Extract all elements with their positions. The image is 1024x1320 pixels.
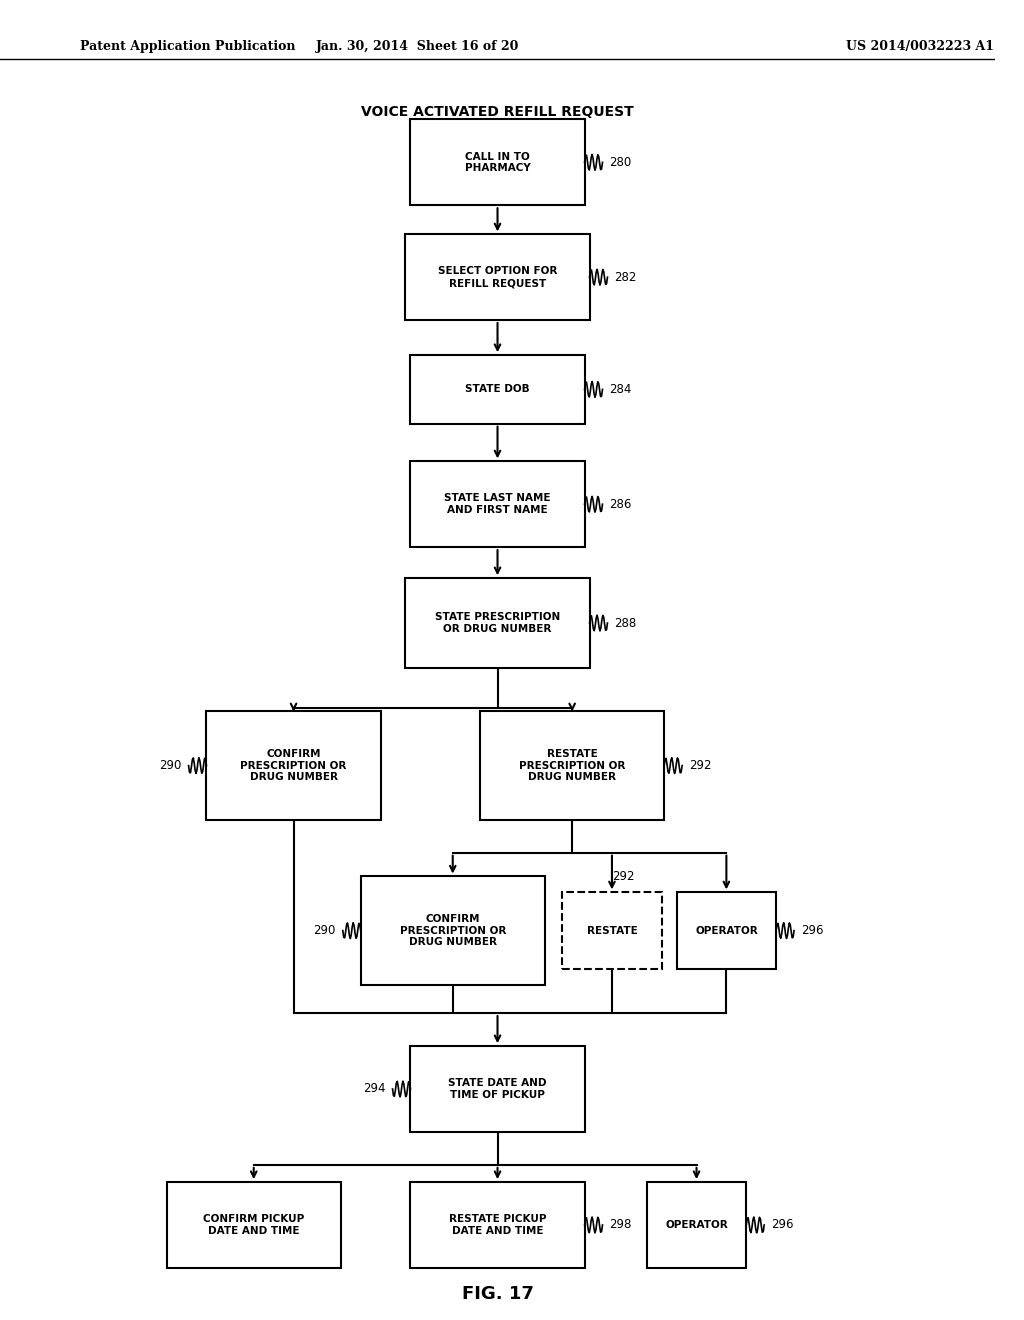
Text: 282: 282 xyxy=(614,271,637,284)
Text: CONFIRM PICKUP
DATE AND TIME: CONFIRM PICKUP DATE AND TIME xyxy=(203,1214,304,1236)
Text: RESTATE: RESTATE xyxy=(587,925,637,936)
Text: RESTATE
PRESCRIPTION OR
DRUG NUMBER: RESTATE PRESCRIPTION OR DRUG NUMBER xyxy=(519,748,626,783)
Text: 280: 280 xyxy=(609,156,632,169)
Text: 284: 284 xyxy=(609,383,632,396)
Bar xyxy=(406,578,590,668)
Bar xyxy=(207,711,381,820)
Text: STATE DATE AND
TIME OF PICKUP: STATE DATE AND TIME OF PICKUP xyxy=(449,1078,547,1100)
Text: CONFIRM
PRESCRIPTION OR
DRUG NUMBER: CONFIRM PRESCRIPTION OR DRUG NUMBER xyxy=(241,748,347,783)
Text: STATE LAST NAME
AND FIRST NAME: STATE LAST NAME AND FIRST NAME xyxy=(444,494,551,515)
Bar xyxy=(360,876,545,985)
Bar xyxy=(562,892,662,969)
Text: Jan. 30, 2014  Sheet 16 of 20: Jan. 30, 2014 Sheet 16 of 20 xyxy=(316,40,519,53)
Text: 296: 296 xyxy=(801,924,823,937)
Bar xyxy=(167,1183,341,1267)
Bar xyxy=(406,235,590,319)
Text: 294: 294 xyxy=(364,1082,386,1096)
Bar xyxy=(411,1183,585,1267)
Text: SELECT OPTION FOR
REFILL REQUEST: SELECT OPTION FOR REFILL REQUEST xyxy=(438,267,557,288)
Text: RESTATE PICKUP
DATE AND TIME: RESTATE PICKUP DATE AND TIME xyxy=(449,1214,546,1236)
Text: VOICE ACTIVATED REFILL REQUEST: VOICE ACTIVATED REFILL REQUEST xyxy=(361,106,634,119)
Text: OPERATOR: OPERATOR xyxy=(666,1220,728,1230)
Text: 292: 292 xyxy=(689,759,712,772)
Text: STATE PRESCRIPTION
OR DRUG NUMBER: STATE PRESCRIPTION OR DRUG NUMBER xyxy=(435,612,560,634)
Bar xyxy=(411,355,585,424)
Text: Patent Application Publication: Patent Application Publication xyxy=(80,40,295,53)
Text: CALL IN TO
PHARMACY: CALL IN TO PHARMACY xyxy=(465,152,530,173)
Text: US 2014/0032223 A1: US 2014/0032223 A1 xyxy=(846,40,993,53)
Text: STATE DOB: STATE DOB xyxy=(465,384,529,395)
Text: CONFIRM
PRESCRIPTION OR
DRUG NUMBER: CONFIRM PRESCRIPTION OR DRUG NUMBER xyxy=(399,913,506,948)
Bar xyxy=(480,711,665,820)
Text: 288: 288 xyxy=(614,616,637,630)
Bar xyxy=(411,461,585,546)
Text: 298: 298 xyxy=(609,1218,632,1232)
Bar xyxy=(677,892,776,969)
Bar xyxy=(647,1183,746,1267)
Text: OPERATOR: OPERATOR xyxy=(695,925,758,936)
Bar xyxy=(411,1045,585,1133)
Text: 290: 290 xyxy=(313,924,336,937)
Text: 290: 290 xyxy=(159,759,181,772)
Text: FIG. 17: FIG. 17 xyxy=(462,1284,534,1303)
Text: 296: 296 xyxy=(771,1218,794,1232)
Text: 286: 286 xyxy=(609,498,632,511)
Text: 292: 292 xyxy=(612,870,635,883)
Bar xyxy=(411,120,585,205)
